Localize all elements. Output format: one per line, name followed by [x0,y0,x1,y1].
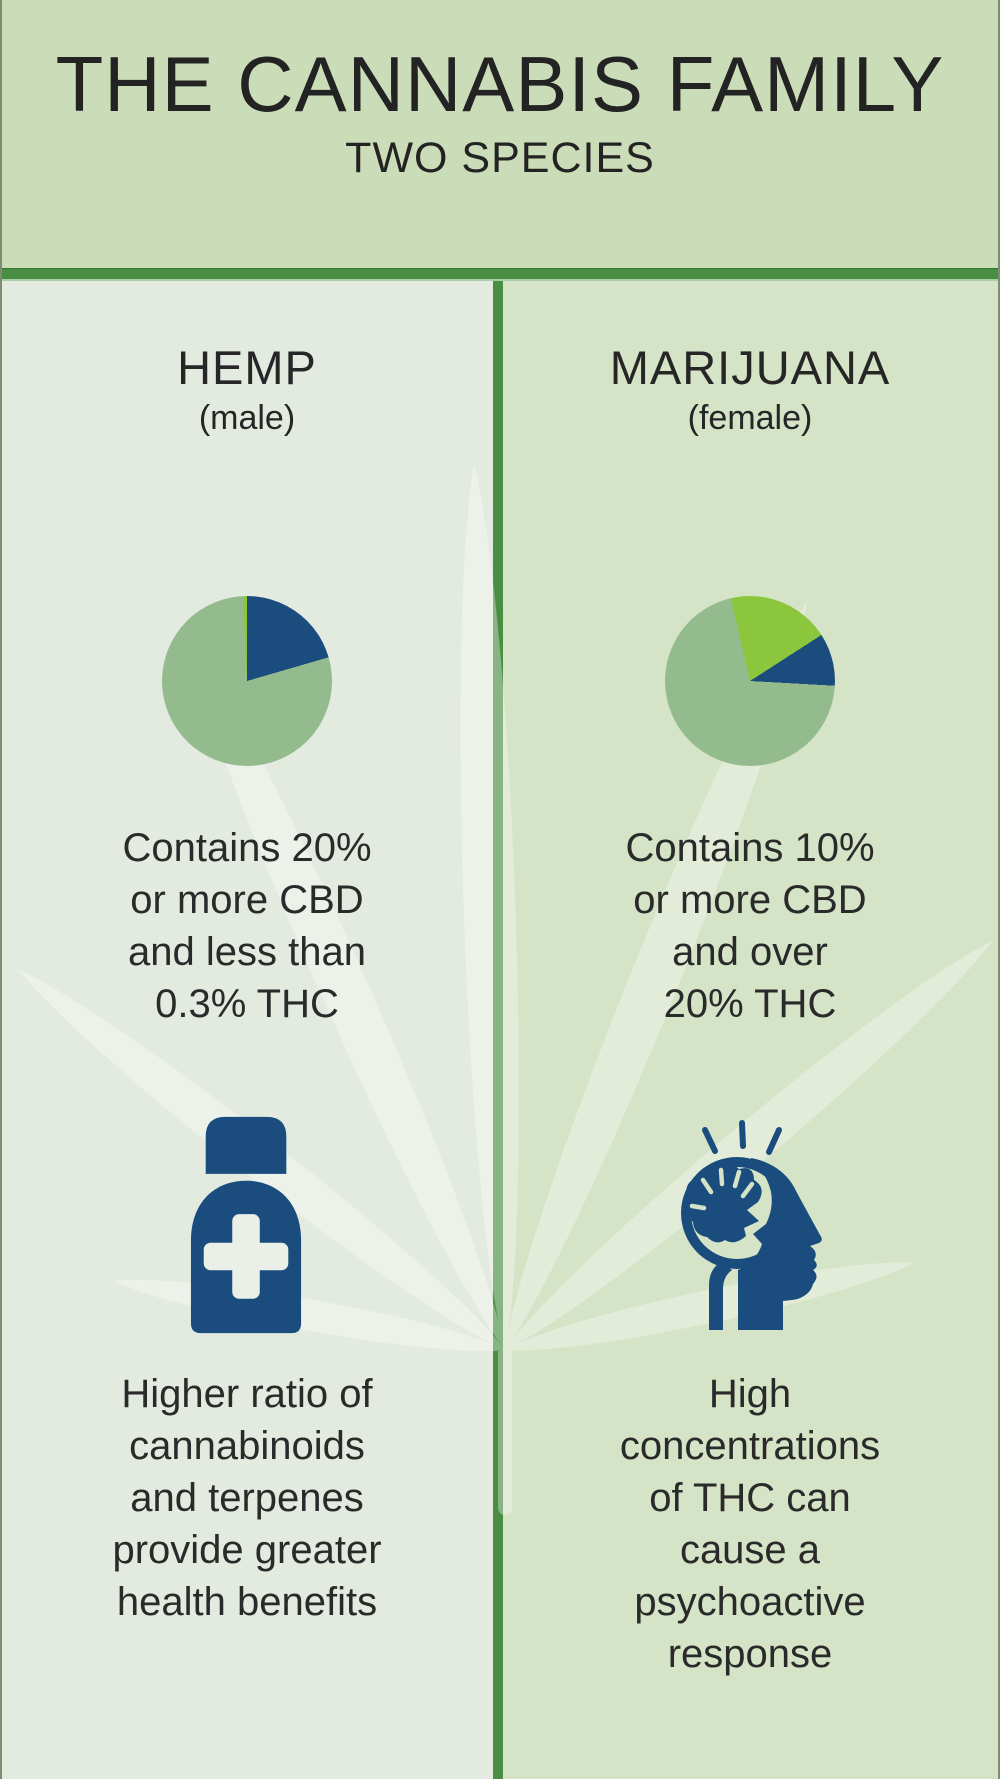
brain-sulci-lines [689,1167,755,1210]
marijuana-stat-text: Contains 10% or more CBD and over 20% TH… [625,826,875,1027]
header: THE CANNABIS FAMILY TWO SPECIES [2,0,998,268]
spark-lines [702,1119,782,1155]
page-subtitle: TWO SPECIES [345,133,655,182]
hemp-benefit-text: Higher ratio of cannabinoids and terpene… [112,1372,382,1625]
medicine-bottle-icon [190,1116,302,1334]
marijuana-column: MARIJUANA (female) Contains 10% or more … [502,281,998,1779]
page-title: THE CANNABIS FAMILY [55,40,945,128]
marijuana-title: MARIJUANA [609,341,891,394]
hemp-pie-chart [162,596,332,767]
marijuana-icon-slot [502,1114,998,1336]
hemp-stat-text: Contains 20% or more CBD and less than 0… [122,826,372,1027]
hemp-subtitle: (male) [198,399,296,438]
hemp-column: HEMP (male) Contains 20% or more CBD and… [2,281,492,1779]
brain-head-icon [681,1119,822,1330]
hemp-icon-slot [2,1114,492,1336]
hemp-title: HEMP [177,341,317,394]
header-divider [2,268,998,281]
marijuana-benefit-text: High concentrations of THC can cause a p… [619,1372,881,1677]
comparison-section: HEMP (male) Contains 20% or more CBD and… [2,281,998,1779]
marijuana-pie-chart [665,596,835,767]
marijuana-subtitle: (female) [687,399,813,438]
